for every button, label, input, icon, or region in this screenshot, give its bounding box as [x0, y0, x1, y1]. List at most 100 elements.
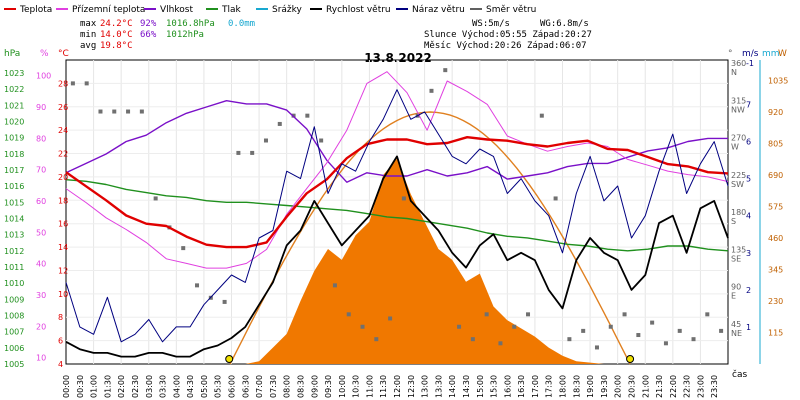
wind-direction-point [181, 246, 186, 251]
tick-time: 09:30 [324, 375, 333, 398]
wind-direction-point [346, 312, 351, 317]
wind-direction-point [457, 324, 462, 329]
legend-label: Přízemní teplota [72, 5, 145, 15]
tick-temperature: 28 [58, 79, 68, 88]
tick-time: 06:00 [228, 375, 237, 398]
tick-time: 23:00 [696, 375, 705, 398]
tick-time: 03:30 [159, 375, 168, 398]
tick-humidity: 40 [36, 260, 46, 269]
tick-wind: 4 [746, 212, 751, 221]
tick-hpa: 1009 [4, 295, 24, 304]
tick-hpa: 1014 [4, 214, 24, 223]
tick-time: 19:30 [600, 375, 609, 398]
tick-solar: 575 [768, 203, 783, 212]
tick-wind: 6 [746, 138, 751, 147]
tick-time: 23:30 [710, 375, 719, 398]
tick-humidity: 70 [36, 166, 46, 175]
tick-hpa: 1019 [4, 134, 24, 143]
tick-time: 00:30 [76, 375, 85, 398]
tick-direction-deg: 90 [731, 283, 741, 292]
sunrise-marker [225, 355, 234, 363]
tick-wind: 3 [746, 249, 751, 258]
wind-direction-point [622, 312, 627, 317]
tick-direction-deg: 45 [731, 320, 741, 329]
stats-min-label: min [80, 30, 96, 40]
tick-solar: 690 [768, 171, 783, 180]
tick-solar: 230 [768, 297, 783, 306]
tick-time: 10:00 [338, 375, 347, 398]
tick-time: 01:30 [103, 375, 112, 398]
tick-direction-name: S [731, 217, 736, 226]
tick-wind: 5 [746, 175, 751, 184]
stats-max-press: 1016.8hPa [166, 19, 215, 29]
wind-direction-point [126, 109, 131, 114]
wind-direction-point [250, 150, 255, 155]
axes: 1023102210211020101910181017101610151014… [4, 59, 788, 398]
pressure-line [65, 179, 729, 252]
tick-time: 04:00 [172, 375, 181, 398]
wind-direction-point [608, 324, 613, 329]
wind-direction-point [553, 196, 558, 201]
wind-direction-point [443, 68, 448, 73]
tick-hpa: 1020 [4, 117, 24, 126]
wind-direction-point [539, 113, 544, 118]
plot-area [65, 59, 729, 365]
wind-direction-point [663, 341, 668, 346]
tick-time: 22:00 [669, 375, 678, 398]
tick-solar: 460 [768, 234, 783, 243]
tick-direction-name: NE [731, 329, 742, 338]
wind-direction-point [98, 109, 103, 114]
wind-direction-point [594, 345, 599, 350]
legend-label: Směr větru [486, 5, 536, 15]
tick-time: 21:00 [641, 375, 650, 398]
legend: Teplota Přízemní teplota Vlhkost Tlak Srážky… [4, 5, 536, 15]
humidity-line [65, 100, 728, 183]
wind-direction-point [650, 320, 655, 325]
tick-humidity: 20 [36, 322, 46, 331]
tick-time: 16:00 [503, 375, 512, 398]
tick-time: 18:30 [572, 375, 581, 398]
tick-direction-name: SE [731, 254, 741, 263]
tick-hpa: 1013 [4, 231, 24, 240]
tick-time: 01:00 [90, 375, 99, 398]
wind-direction-point [705, 312, 710, 317]
axis-degc-label: °C [58, 49, 69, 59]
tick-time: 17:00 [531, 375, 540, 398]
tick-humidity: 90 [36, 103, 46, 112]
legend-label: Rychlost větru [326, 5, 391, 15]
solar-radiation-area [66, 158, 728, 364]
wind-direction-point [305, 113, 310, 118]
wind-direction-point [512, 324, 517, 329]
tick-time: 18:00 [559, 375, 568, 398]
stats-max-label: max [80, 19, 97, 29]
stats-max-hum: 92% [140, 19, 157, 29]
chart-title: 13.8.2022 [364, 51, 432, 65]
tick-time: 19:00 [586, 375, 595, 398]
tick-solar: 1035 [768, 77, 788, 86]
stats-sun: Slunce Východ:05:55 Západ:20:27 [424, 30, 592, 40]
tick-wind: 7 [746, 100, 751, 109]
tick-time: 15:00 [476, 375, 485, 398]
axis-ms-label: m/s [742, 49, 759, 59]
wind-direction-point [84, 81, 89, 86]
tick-hpa: 1021 [4, 101, 24, 110]
tick-time: 14:00 [448, 375, 457, 398]
axis-mm-label: mm [762, 49, 780, 59]
tick-time: 20:30 [627, 375, 636, 398]
tick-humidity: 80 [36, 134, 46, 143]
tick-time: 11:00 [365, 375, 374, 398]
tick-solar: 805 [768, 140, 783, 149]
tick-time: 16:30 [517, 375, 526, 398]
wind-direction-point [139, 109, 144, 114]
wind-direction-point [470, 337, 475, 342]
tick-hpa: 1008 [4, 311, 24, 320]
tick-time: 05:30 [214, 375, 223, 398]
wind-direction-point [401, 196, 406, 201]
wind-direction-point [429, 88, 434, 93]
tick-time: 10:30 [352, 375, 361, 398]
tick-humidity: 60 [36, 197, 46, 206]
tick-time: 20:00 [614, 375, 623, 398]
tick-time: 11:30 [379, 375, 388, 398]
wind-direction-point [567, 337, 572, 342]
